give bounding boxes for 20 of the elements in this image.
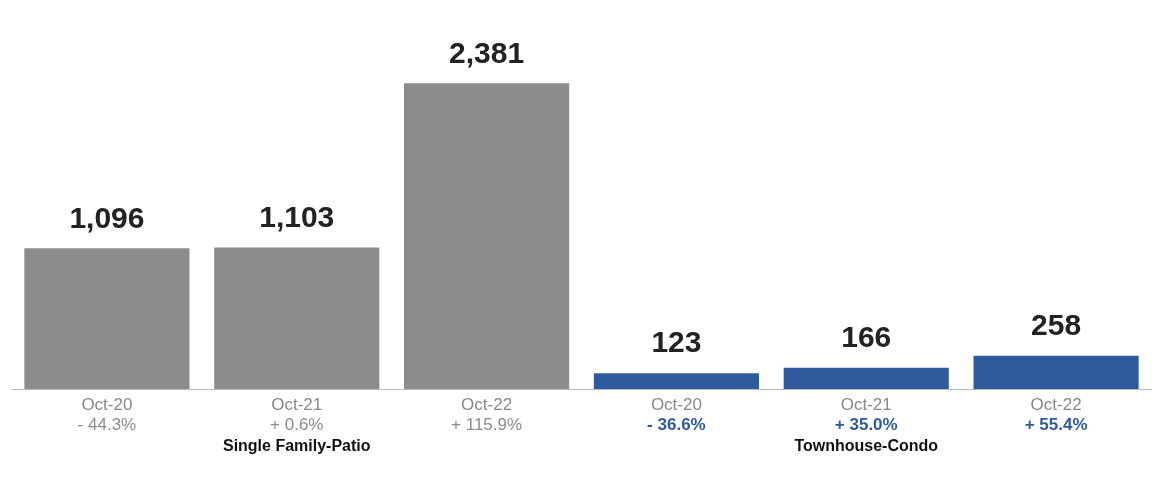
x-tick-label: Oct-20 - 36.6% [647, 395, 706, 435]
x-tick-label: Oct-21 + 0.6% [270, 395, 324, 435]
x-tick-label: Oct-20 - 44.3% [77, 395, 137, 435]
data-label: 258 [1031, 308, 1082, 342]
data-label: 123 [651, 325, 702, 359]
data-label: 1,096 [69, 200, 145, 234]
bar [783, 367, 949, 389]
x-tick-label: Oct-21 + 35.0% [834, 395, 898, 435]
x-tick-label: Oct-22 + 55.4% [1024, 395, 1088, 435]
data-label: 1,103 [259, 199, 335, 233]
bar [214, 247, 380, 389]
bar [24, 248, 190, 389]
data-label: 2,381 [449, 35, 525, 69]
text: Single Family-Patio [222, 437, 371, 455]
text: Townhouse-Condo [794, 437, 939, 455]
x-tick-label: Oct-22 + 115.9% [451, 395, 523, 435]
bar [593, 373, 759, 389]
bar [404, 83, 570, 389]
bar [973, 355, 1139, 389]
data-label: 166 [841, 319, 892, 353]
